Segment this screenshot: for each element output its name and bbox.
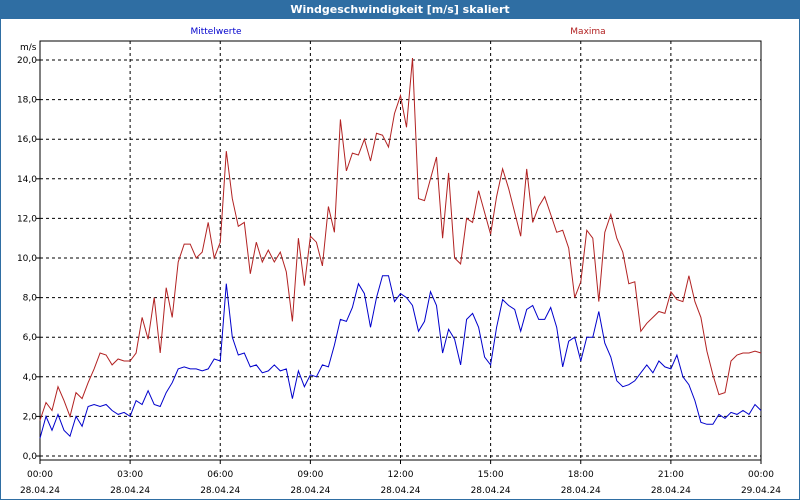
x-tick-time-label: 00:00 [748, 470, 774, 480]
y-tick-label: 18,0 [17, 96, 37, 106]
x-tick-time-label: 18:00 [568, 470, 594, 480]
y-tick-label: 12,0 [17, 214, 37, 224]
x-axis: 00:00 28.04.24 03:00 28.04.24 06:00 28.04.24 0… [20, 460, 781, 496]
legend-entry-maxima: Maxima [570, 27, 605, 37]
y-axis-unit-label: m/s [20, 43, 37, 53]
data-series [39, 57, 762, 439]
y-tick-label: 0,0 [23, 452, 38, 462]
x-tick-date-label: 28.04.24 [471, 486, 511, 496]
y-tick-label: 14,0 [17, 175, 37, 185]
x-tick-date-label: 28.04.24 [20, 486, 60, 496]
x-tick-time-label: 00:00 [27, 470, 53, 480]
x-tick-time-label: 06:00 [207, 470, 233, 480]
y-tick-label: 10,0 [17, 254, 37, 264]
x-tick-date-label: 29.04.24 [741, 486, 781, 496]
x-tick-time-label: 03:00 [117, 470, 143, 480]
x-tick-date-label: 28.04.24 [380, 486, 420, 496]
x-tick-time-label: 12:00 [388, 470, 414, 480]
y-tick-label: 16,0 [17, 135, 37, 145]
x-tick-date-label: 28.04.24 [651, 486, 691, 496]
x-tick-time-label: 15:00 [478, 470, 504, 480]
y-tick-label: 4,0 [23, 373, 38, 383]
y-tick-label: 8,0 [23, 294, 38, 304]
x-tick-date-label: 28.04.24 [561, 486, 601, 496]
grid-lines [40, 41, 761, 460]
y-axis: 0,0 2,0 4,0 6,0 8,0 10,0 12,0 14,0 16,0 18,0 20,0 [17, 56, 40, 462]
x-tick-time-label: 09:00 [297, 470, 323, 480]
series-line-mittelwerte [39, 275, 762, 439]
y-tick-label: 2,0 [23, 412, 38, 422]
y-tick-label: 20,0 [17, 56, 37, 66]
series-line-maxima [39, 57, 762, 421]
x-tick-date-label: 28.04.24 [200, 486, 240, 496]
legend-entry-mittelwerte: Mittelwerte [190, 27, 241, 37]
x-tick-date-label: 28.04.24 [290, 486, 330, 496]
x-tick-time-label: 21:00 [658, 470, 684, 480]
x-tick-date-label: 28.04.24 [110, 486, 150, 496]
chart-title: Windgeschwindigkeit [m/s] skaliert [1, 1, 799, 19]
y-tick-label: 6,0 [23, 333, 38, 343]
